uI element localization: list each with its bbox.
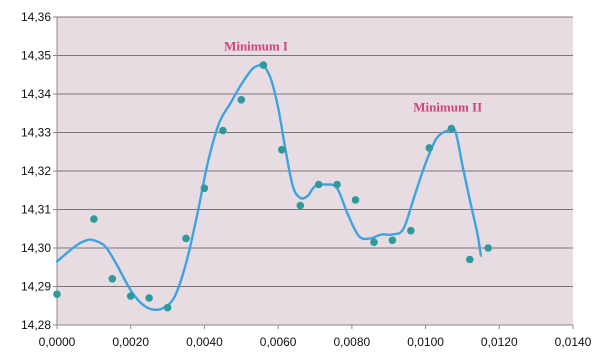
data-point bbox=[108, 275, 117, 283]
data-point bbox=[259, 61, 268, 69]
x-tick-labels: 0,0000 0,0020 0,0040 0,0060 0,0080 0,0100 0,01… bbox=[39, 325, 592, 349]
y-tick-label: 14,32 bbox=[21, 164, 51, 178]
y-tick-labels: 14,28 14,29 14,30 14,31 14,32 14,33 14,34 14,35… bbox=[21, 10, 51, 332]
data-point bbox=[466, 255, 474, 264]
data-point bbox=[163, 303, 172, 312]
grid-lines bbox=[53, 16, 573, 326]
data-point bbox=[388, 236, 397, 245]
data-point bbox=[333, 180, 341, 189]
annotation-label: Minimum I bbox=[224, 38, 288, 53]
x-tick-label: 0,0140 bbox=[555, 335, 592, 349]
x-tick-label: 0,0100 bbox=[407, 335, 444, 349]
data-point bbox=[182, 234, 190, 243]
x-tick-label: 0,0000 bbox=[39, 335, 76, 349]
y-tick-label: 14,31 bbox=[21, 203, 51, 217]
fit-curve bbox=[55, 62, 483, 312]
y-tick-label: 14,33 bbox=[21, 126, 51, 140]
data-point bbox=[200, 184, 209, 193]
data-point bbox=[278, 146, 286, 154]
data-point bbox=[90, 215, 98, 223]
data-point bbox=[370, 238, 378, 246]
x-tick-label: 0,0060 bbox=[260, 335, 297, 349]
x-tick-label: 0,0080 bbox=[334, 335, 371, 349]
data-point bbox=[351, 196, 360, 204]
y-tick-label: 14,28 bbox=[21, 318, 51, 332]
annotations: Minimum I Minimum II bbox=[224, 38, 482, 114]
data-point bbox=[219, 126, 227, 135]
x-tick-label: 0,0120 bbox=[481, 335, 518, 349]
series-layer bbox=[53, 61, 493, 312]
annotation-label: Minimum II bbox=[413, 99, 482, 114]
data-point bbox=[296, 201, 305, 210]
data-point bbox=[126, 292, 135, 300]
data-point bbox=[407, 226, 415, 235]
y-tick-label: 14,30 bbox=[21, 241, 51, 255]
data-point bbox=[447, 124, 456, 133]
y-tick-label: 14,36 bbox=[21, 10, 51, 24]
y-tick-label: 14,35 bbox=[21, 49, 51, 63]
data-point bbox=[53, 290, 61, 299]
x-tick-label: 0,0040 bbox=[186, 335, 223, 349]
data-point bbox=[484, 244, 493, 252]
data-point bbox=[237, 96, 246, 104]
data-point bbox=[425, 144, 434, 152]
data-point bbox=[314, 180, 323, 189]
data-point bbox=[145, 294, 153, 302]
x-tick-label: 0,0020 bbox=[112, 335, 149, 349]
y-tick-label: 14,29 bbox=[21, 280, 51, 294]
y-tick-label: 14,34 bbox=[21, 87, 51, 101]
